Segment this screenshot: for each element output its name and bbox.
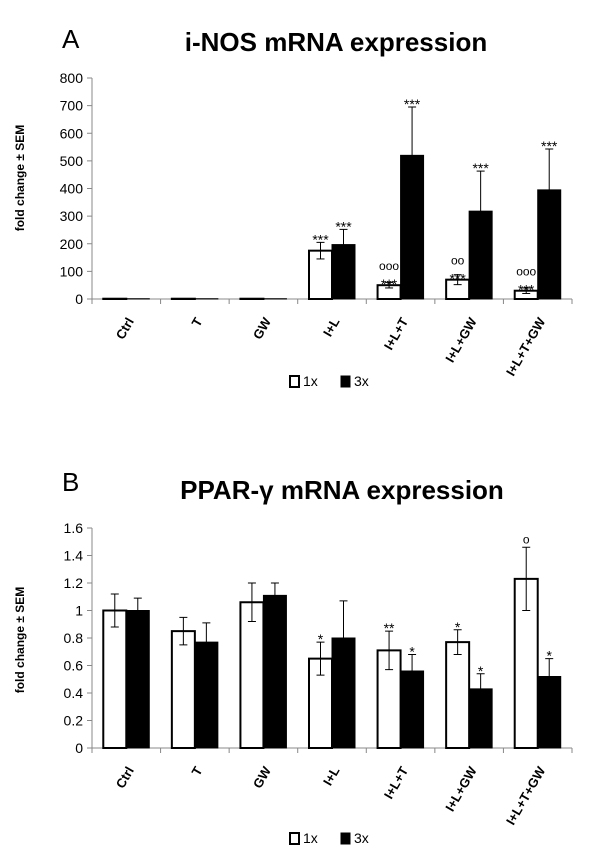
chart-title-b: PPAR-γ mRNA expression [180,475,504,505]
x-tick-label: I+L+GW [442,763,480,814]
significance-label: o [523,532,530,546]
y-tick-label: 0 [75,291,83,307]
legend-swatch-1x [289,375,300,388]
bar-1x [102,609,128,749]
bar-1x [445,641,471,749]
x-tick-label: I+L+T [381,764,411,802]
y-tick-label: 0.8 [64,630,84,646]
significance-label: *** [472,160,489,176]
x-tick-label: Ctrl [113,764,137,791]
y-tick-label: 700 [60,98,84,114]
x-tick-label: T [188,315,205,329]
chart-title-a: i-NOS mRNA expression [185,27,487,57]
significance-label: *** [312,231,329,247]
y-tick-label: 1 [75,603,83,619]
x-tick-label: I+L+GW [442,314,480,365]
bar-3x [262,594,287,749]
y-tick-label: 600 [60,125,84,141]
significance-label: *** [541,138,558,154]
significance-label: *** [381,276,398,292]
significance-label: ooo [379,259,399,273]
y-tick-label: 800 [60,70,84,86]
legend-label-1x: 1x [303,373,318,389]
panel-label-a: A [62,24,80,54]
y-tick-label: 100 [60,263,84,279]
panel-label-b: B [62,467,79,497]
legend-swatch-3x [340,375,351,388]
legend-a: 1x 3x [289,373,369,389]
significance-label: *** [335,218,352,234]
plot-area-a: 0 100 200 300 400 500 600 700 800 Ctrl T GW I+L I+L+T… [60,70,573,378]
significance-label: * [546,648,552,664]
significance-label: ooo [516,265,536,279]
x-tick-label: I+L+T+GW [503,314,549,378]
legend-label-3x: 3x [354,373,369,389]
bar-1x [170,630,196,749]
legend-label-3x: 3x [354,830,369,846]
y-tick-label: 300 [60,208,84,224]
chart-panel-b: B PPAR-γ mRNA expression fold change ± S… [13,467,573,846]
x-tick-label: I+L [320,315,343,339]
y-axis-label-a: fold change ± SEM [13,125,27,232]
significance-label: *** [518,282,535,298]
y-tick-label: 500 [60,153,84,169]
plot-area-b: 0 0.2 0.4 0.6 0.8 1 1.2 1.4 1.6 Ctrl T GW I+L I+L+T I+… [64,520,573,827]
significance-label: ** [384,620,395,636]
x-tick-label: T [188,764,205,778]
legend-swatch-3x [340,832,351,845]
y-tick-label: 1.2 [64,575,84,591]
x-tick-label: GW [250,763,275,791]
significance-label: * [318,631,324,647]
y-tick-label: 0.6 [64,658,84,674]
legend-swatch-1x [289,832,300,845]
bar-1x [239,601,265,749]
bar-3x [125,610,150,749]
legend-label-1x: 1x [303,830,318,846]
x-tick-label: I+L [320,764,343,788]
y-tick-label: 200 [60,236,84,252]
significance-label: *** [404,96,421,112]
x-tick-label: I+L+T [381,315,411,353]
significance-label: * [478,663,484,679]
y-tick-label: 0.2 [64,713,84,729]
chart-panel-a: A i-NOS mRNA expression fold change ± SE… [13,24,573,389]
x-tick-label: GW [250,314,275,342]
y-tick-label: 0 [75,740,83,756]
significance-label: *** [449,271,466,287]
y-tick-label: 1.6 [64,520,84,536]
y-tick-label: 1.4 [64,548,84,564]
significance-label: oo [451,254,465,268]
y-tick-label: 0.4 [64,685,84,701]
y-tick-label: 400 [60,181,84,197]
x-tick-label: Ctrl [113,315,137,342]
x-tick-label: I+L+T+GW [503,763,549,827]
legend-b: 1x 3x [289,830,369,846]
significance-label: * [455,619,461,635]
y-axis-label-b: fold change ± SEM [13,587,27,694]
significance-label: * [409,644,415,660]
